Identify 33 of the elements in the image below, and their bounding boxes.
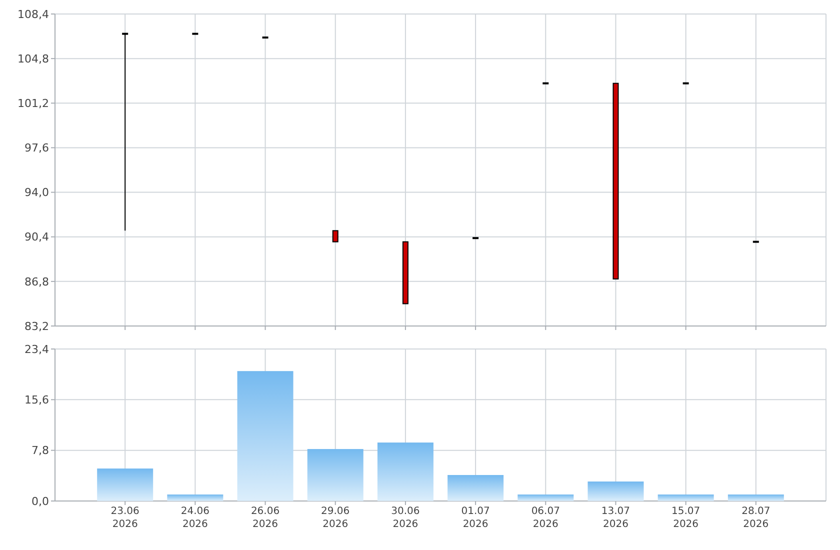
x-tick-label: 24.06 2026 <box>180 506 210 530</box>
bar <box>658 494 714 501</box>
x-tick-label: 26.06 2026 <box>250 506 280 530</box>
y-tick-label: 0,0 <box>32 494 49 508</box>
bar <box>377 442 434 501</box>
bar <box>518 494 574 501</box>
x-tick-label: 23.06 2026 <box>110 506 140 530</box>
bar <box>237 371 294 501</box>
y-tick-label: 97,6 <box>24 142 49 155</box>
candlestick <box>332 230 338 242</box>
y-tick-label: 104,8 <box>18 52 49 66</box>
y-tick-label: 86,8 <box>24 275 49 288</box>
y-tick-label: 23,4 <box>24 342 49 356</box>
y-tick-label: 83,2 <box>24 320 49 333</box>
y-tick-label: 90,4 <box>24 230 49 244</box>
x-tick-label: 30.06 2026 <box>391 506 420 530</box>
x-tick-label: 06.07 2026 <box>531 506 560 530</box>
y-tick-label: 108,4 <box>18 8 49 21</box>
bar <box>448 475 504 501</box>
bar <box>307 449 364 501</box>
x-tick-label: 15.07 2026 <box>672 506 700 530</box>
x-tick-label: 28.07 2026 <box>742 506 770 530</box>
x-tick-label: 01.07 2026 <box>461 506 490 530</box>
y-tick-label: 15,6 <box>24 394 49 407</box>
y-tick-label: 101,2 <box>18 96 49 110</box>
x-tick-label: 13.07 2026 <box>601 506 630 530</box>
bar <box>97 468 154 501</box>
y-tick-label: 7,8 <box>32 444 49 458</box>
y-tick-label: 94,0 <box>24 186 49 200</box>
bar <box>588 482 644 501</box>
bar <box>728 494 784 501</box>
bar <box>167 494 224 501</box>
x-tick-label: 29.06 2026 <box>321 506 350 530</box>
